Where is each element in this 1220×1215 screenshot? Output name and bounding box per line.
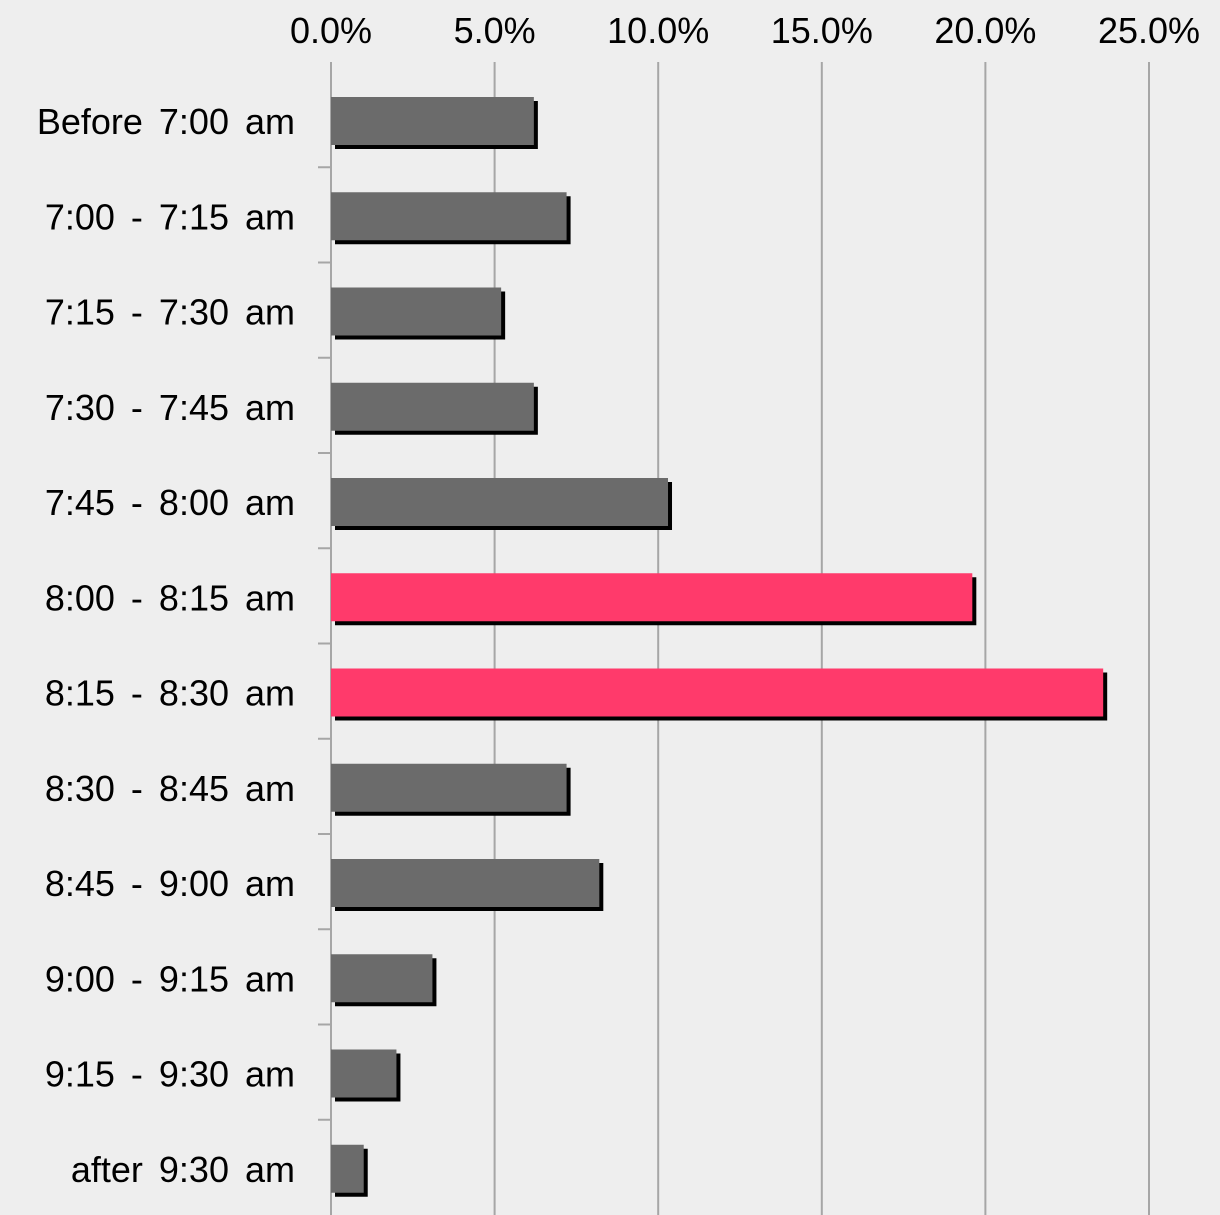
category-label: 9:15 - 9:30 am <box>45 1054 295 1095</box>
category-label: 7:45 - 8:00 am <box>45 482 295 523</box>
x-tick-label: 25.0% <box>1098 10 1200 51</box>
bar-6 <box>331 668 1104 717</box>
category-label: after 9:30 am <box>71 1149 295 1190</box>
bar-9 <box>331 954 433 1003</box>
category-label: 7:30 - 7:45 am <box>45 387 295 428</box>
bar-10 <box>331 1049 397 1098</box>
category-label: 8:45 - 9:00 am <box>45 863 295 904</box>
bar-11 <box>331 1144 364 1193</box>
bar-0 <box>331 97 534 145</box>
category-label: 8:15 - 8:30 am <box>45 673 295 714</box>
x-axis-ticks: 0.0% 5.0% 10.0% 15.0% 20.0% 25.0% <box>290 10 1200 51</box>
bar-4 <box>331 478 669 526</box>
category-label: 7:00 - 7:15 am <box>45 196 295 237</box>
x-tick-label: 20.0% <box>934 10 1036 51</box>
category-label: 8:00 - 8:15 am <box>45 577 295 618</box>
x-tick-label: 10.0% <box>607 10 709 51</box>
category-label: 9:00 - 9:15 am <box>45 958 295 999</box>
bar-2 <box>331 287 502 336</box>
category-label: 8:30 - 8:45 am <box>45 768 295 809</box>
bar-3 <box>331 382 534 431</box>
y-axis <box>318 62 332 1215</box>
category-label: 7:15 - 7:30 am <box>45 292 295 333</box>
x-tick-label: 5.0% <box>454 10 536 51</box>
bar-8 <box>331 859 600 907</box>
x-tick-label: 15.0% <box>771 10 873 51</box>
bar-1 <box>331 192 567 241</box>
x-tick-label: 0.0% <box>290 10 372 51</box>
bar-5 <box>331 573 973 622</box>
bars <box>331 97 1108 1197</box>
bar-7 <box>331 763 567 812</box>
category-label: Before 7:00 am <box>37 101 295 142</box>
category-labels: Before 7:00 am 7:00 - 7:15 am 7:15 - 7:30 … <box>37 101 295 1190</box>
